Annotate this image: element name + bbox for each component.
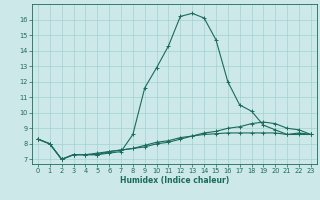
X-axis label: Humidex (Indice chaleur): Humidex (Indice chaleur) bbox=[120, 176, 229, 185]
